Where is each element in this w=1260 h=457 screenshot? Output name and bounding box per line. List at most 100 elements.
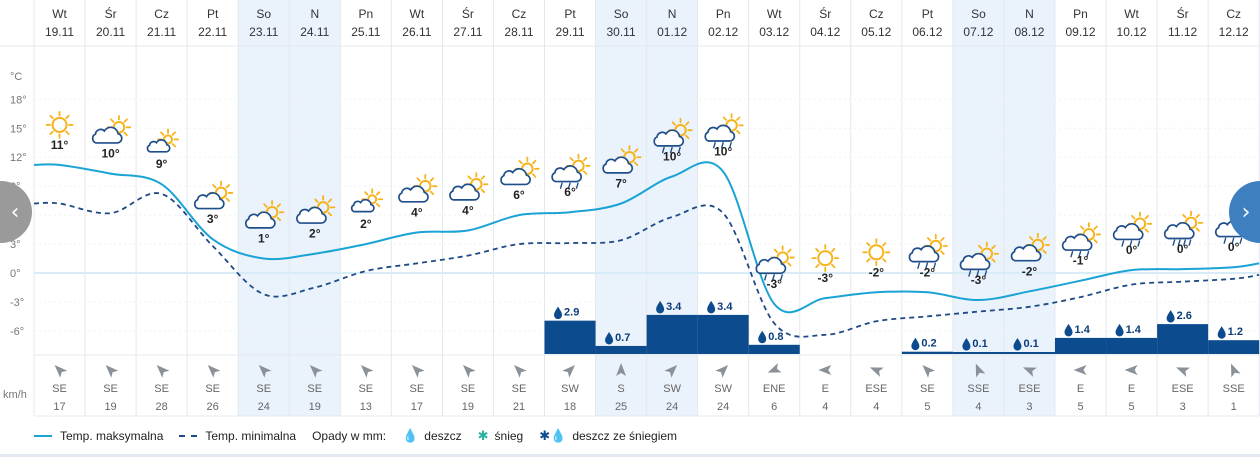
raindrop-icon	[707, 300, 716, 314]
sun-ray	[882, 242, 887, 247]
sun-ray	[634, 148, 639, 153]
sun-ray	[787, 248, 792, 253]
wind-direction: SE	[410, 383, 425, 395]
wind-speed: 24	[717, 401, 729, 413]
temperature-label: 0°	[1228, 240, 1240, 254]
precip-label: 3.4	[707, 300, 733, 314]
precip-bar	[952, 352, 1004, 354]
wind-direction: SE	[358, 383, 373, 395]
rain-streak	[669, 146, 673, 154]
wind-direction: E	[1077, 383, 1084, 395]
wind-direction: ENE	[763, 383, 786, 395]
wind-arrow-icon	[664, 365, 678, 378]
sun-ray	[171, 143, 176, 148]
wind-direction: E	[822, 383, 829, 395]
sun-ray	[787, 262, 792, 267]
temperature-label: -3°	[766, 277, 782, 291]
cloud-icon	[755, 256, 787, 275]
sun-ray	[722, 116, 727, 121]
sun-ray	[866, 258, 871, 263]
sun-ray	[110, 118, 115, 123]
wind-speed: 1	[1231, 401, 1237, 413]
day-date: 07.12	[963, 25, 993, 39]
weather-icon-sun-cloud-rain	[908, 233, 948, 269]
sun-ray	[49, 130, 54, 136]
wind-arrow-icon	[767, 363, 782, 373]
rain-streak	[780, 274, 783, 281]
precip-value: 2.9	[564, 307, 579, 319]
cloud-icon	[704, 124, 736, 142]
weather-icon-sun-cloud	[244, 200, 285, 229]
weather-icons: 11° 10° 9° 3° 1° 2° 2° 4° 4° 6° 6° 7° 10° 10° -3° -3° -2…	[45, 111, 1255, 291]
precip-value: 1.4	[1126, 324, 1142, 336]
precip-value: 0.8	[768, 331, 783, 343]
precip-bar	[1106, 337, 1158, 354]
sun-ray	[225, 197, 230, 202]
day-date: 27.11	[453, 25, 482, 39]
weather-icon-sun	[45, 111, 74, 139]
day-of-week: So	[614, 7, 629, 21]
sun-ray	[65, 130, 70, 136]
cloud-icon	[500, 167, 531, 186]
rain-streak	[567, 182, 571, 189]
weather-icon-cloud-sun	[350, 188, 384, 213]
day-date: 01.12	[657, 25, 687, 39]
day-of-week: Śr	[105, 6, 117, 21]
sun-ray	[634, 161, 639, 167]
precip-value: 3.4	[717, 301, 733, 313]
cloud-icon	[398, 185, 429, 203]
sun-ray	[1182, 213, 1187, 219]
rain-streak	[1183, 239, 1186, 246]
day-of-week: Pt	[207, 7, 219, 21]
precip-value: 2.6	[1177, 310, 1192, 322]
weather-icon-sun-cloud	[193, 180, 234, 210]
day-of-week: Śr	[819, 6, 831, 21]
legend: Temp. maksymalna Temp. minimalna Opady w…	[34, 426, 693, 446]
y-tick-label: 18°	[10, 94, 27, 106]
wind-arrow-icon	[207, 365, 221, 378]
precip-bar	[697, 314, 749, 354]
precip-value: 0.2	[921, 338, 936, 350]
temperature-label: -2°	[920, 265, 936, 279]
day-of-week: N	[668, 7, 677, 21]
wind-arrow-icon	[562, 365, 575, 378]
sun-ray	[171, 131, 176, 136]
rain-streak	[1177, 239, 1181, 246]
precip-label: 1.4	[1115, 323, 1142, 337]
rain-streak	[728, 141, 732, 149]
rain-streak	[1137, 240, 1141, 247]
day-of-week: Śr	[1177, 6, 1189, 21]
cloud-icon	[653, 129, 685, 147]
wind-speed: 24	[666, 401, 678, 413]
sun-ray	[977, 244, 983, 250]
precip-bar	[595, 345, 647, 354]
temperature-label: 3°	[207, 212, 219, 226]
day-of-week: So	[256, 7, 271, 21]
sun-ray	[212, 184, 217, 189]
weekend-shade	[952, 0, 1004, 416]
rain-streak	[925, 262, 929, 269]
y-tick-label: -3°	[10, 297, 24, 309]
raindrop-icon	[962, 338, 971, 351]
legend-rain-label: deszcz	[424, 429, 462, 443]
wind-speed: 19	[462, 401, 474, 413]
sun-ray	[815, 263, 820, 269]
sun-ray	[123, 118, 128, 123]
precip-value: 1.2	[1228, 326, 1243, 338]
precip-value: 3.4	[666, 301, 682, 313]
temperature-label: 6°	[564, 185, 576, 199]
weather-icon-sun-cloud-rain	[959, 241, 999, 277]
wind-direction: ESE	[1018, 383, 1040, 395]
legend-snow: ✱ śnieg	[478, 429, 524, 444]
rain-streak	[720, 141, 724, 149]
wind-direction: SE	[307, 383, 322, 395]
wind-arrow-icon	[105, 365, 119, 378]
wind-direction: SE	[205, 383, 220, 395]
precip-label: 1.4	[1064, 323, 1091, 337]
sun-ray	[940, 250, 945, 255]
day-date: 30.11	[607, 25, 636, 39]
sun-ray	[276, 203, 281, 208]
precip-value: 1.4	[1075, 324, 1091, 336]
sun-ray	[1042, 236, 1047, 241]
